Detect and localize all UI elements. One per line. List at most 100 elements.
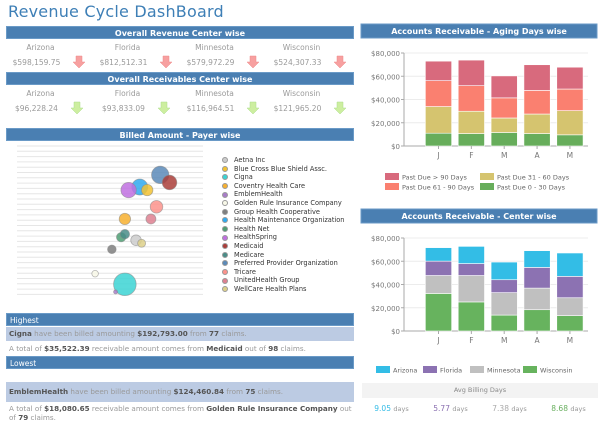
x-tick-label: A [535, 151, 541, 160]
bubble [113, 289, 118, 295]
receivables-center-names: Arizona Florida Minnesota Wisconsin [6, 89, 354, 98]
legend-swatch [480, 173, 494, 180]
legend-item[interactable]: Blue Cross Blue Shield Assc. [222, 165, 344, 174]
x-tick-label: M [501, 336, 507, 345]
legend-item[interactable]: UnitedHealth Group [222, 276, 344, 285]
legend-label: Medicaid [234, 241, 264, 250]
avg-billing-item: 9.05 days [362, 404, 421, 413]
legend-item[interactable]: Aetna Inc [222, 156, 344, 165]
bar-segment [490, 261, 518, 281]
bubble [91, 269, 99, 278]
avg-billing-unit: days [570, 405, 586, 413]
legend-label: Florida [440, 367, 462, 375]
bar-segment [425, 106, 452, 134]
legend-swatch [222, 277, 228, 284]
legend-swatch [423, 366, 437, 373]
bubble [120, 181, 137, 199]
y-tick-label: $40,000 [371, 282, 400, 290]
avg-billing-value: 9.05 [374, 404, 391, 413]
text: out of [9, 404, 352, 422]
bar-segment [490, 132, 518, 147]
receivables-center-name: Florida [114, 89, 141, 98]
revenue-cell: $579,972.29 [180, 55, 267, 69]
highest-header: Highest [6, 313, 354, 326]
legend-swatch [222, 269, 228, 276]
revenue-center-name: Minnesota [195, 43, 234, 52]
legend-item[interactable]: Medicare [222, 251, 344, 260]
lowest-billed-claims: 75 [245, 387, 256, 396]
bubble [119, 229, 130, 240]
legend-swatch [376, 366, 390, 373]
legend-item[interactable]: EmblemHealth [222, 190, 344, 199]
bar-segment [457, 275, 485, 303]
legend-item[interactable]: Preferred Provider Organization [222, 259, 344, 268]
x-tick-label: J [436, 336, 439, 345]
receivables-cell: $96,228.24 [6, 101, 93, 115]
down-arrow-icon [72, 55, 86, 69]
revenue-cell: $524,307.33 [267, 55, 354, 69]
legend-item[interactable]: Health Maintenance Organization [222, 216, 344, 225]
avg-billing-unit: days [511, 405, 527, 413]
bar-segment [523, 287, 551, 311]
legend-swatch [523, 366, 537, 373]
revenue-cell: $812,512.31 [93, 55, 180, 69]
page-title: Revenue Cycle DashBoard [8, 2, 224, 21]
legend-swatch [222, 226, 228, 233]
legend-item[interactable]: Group Health Cooperative [222, 208, 344, 217]
legend-item[interactable]: Tricare [222, 268, 344, 277]
bubble [149, 200, 164, 214]
avg-billing-item: 5.77 days [421, 404, 480, 413]
down-arrow-icon [157, 101, 171, 115]
highest-receivable-text: A total of $35,522.39 receivable amount … [6, 344, 356, 353]
bar-segment [457, 301, 485, 332]
bar-segment [523, 250, 551, 268]
legend-label: HealthSpring [234, 233, 277, 242]
bar-segment [490, 97, 518, 119]
legend-label: Health Maintenance Organization [234, 216, 345, 225]
text: from [224, 387, 246, 396]
bar-segment [556, 315, 584, 332]
chart-title: Accounts Receivable - Center wise [401, 212, 557, 221]
bubble [107, 244, 117, 255]
bar-segment [556, 276, 584, 299]
legend-item[interactable]: Health Net [222, 225, 344, 234]
chart-title: Accounts Receivable - Aging Days wise [391, 27, 567, 36]
legend-label: Wisconsin [540, 367, 572, 375]
bar-segment [556, 297, 584, 316]
x-tick-label: M [501, 151, 507, 160]
bar-segment [490, 75, 518, 99]
highest-billed-claims: 77 [209, 329, 220, 338]
revenue-values: $598,159.75 $812,512.31 $579,972.29 $524… [6, 55, 354, 69]
legend-item[interactable]: Cigna [222, 173, 344, 182]
lowest-recv-claims: 79 [18, 413, 29, 422]
x-tick-label: F [469, 151, 473, 160]
legend-item[interactable]: HealthSpring [222, 233, 344, 242]
revenue-cell: $598,159.75 [6, 55, 93, 69]
receivables-header: Overall Receivables Center wise [6, 72, 354, 85]
y-tick-label: $20,000 [371, 120, 400, 128]
payer-legend: Aetna Inc Blue Cross Blue Shield Assc. Cig… [222, 156, 344, 294]
lowest-recv-amount: $18,080.65 [44, 404, 90, 413]
billed-header: Billed Amount - Payer wise [6, 128, 354, 141]
y-tick-label: $40,000 [371, 97, 400, 105]
x-tick-label: M [567, 336, 573, 345]
legend-item[interactable]: Golden Rule Insurance Company [222, 199, 344, 208]
chart-header-bg [360, 208, 598, 224]
bar-segment [457, 263, 485, 276]
y-tick-label: $80,000 [371, 235, 400, 243]
bar-segment [425, 80, 452, 107]
legend-item[interactable]: WellCare Health Plans [222, 285, 344, 294]
y-tick-label: $0 [391, 143, 400, 151]
legend-label: WellCare Health Plans [234, 284, 307, 293]
legend-swatch [222, 183, 228, 190]
legend-swatch [480, 183, 494, 190]
bar-segment [457, 110, 485, 134]
legend-swatch [222, 165, 228, 172]
bar-segment [425, 260, 452, 276]
text: claims. [219, 329, 247, 338]
text: A total of [9, 404, 45, 413]
legend-item[interactable]: Medicaid [222, 242, 344, 251]
legend-item[interactable]: Coventry Health Care [222, 182, 344, 191]
down-arrow-icon [70, 101, 84, 115]
x-tick-label: F [469, 336, 473, 345]
